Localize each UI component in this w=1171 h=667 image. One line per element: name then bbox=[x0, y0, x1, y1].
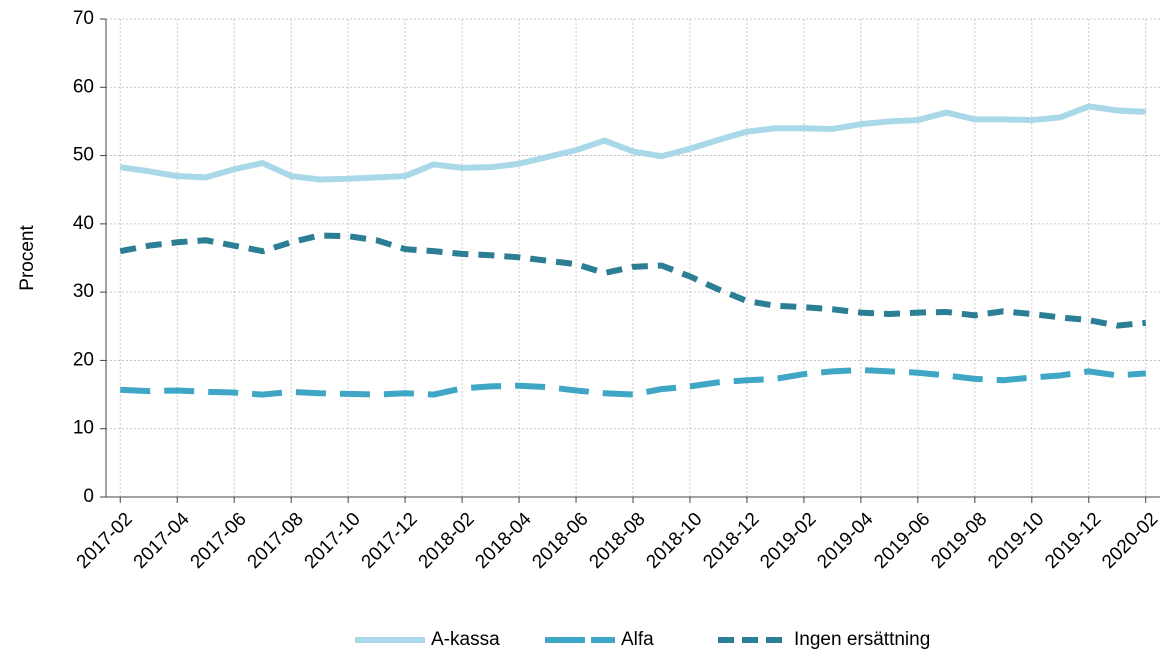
x-tick-label: 2017-12 bbox=[358, 509, 422, 573]
x-tick-label: 2018-06 bbox=[528, 509, 592, 573]
x-tick-label: 2019-06 bbox=[870, 509, 934, 573]
y-tick-label: 50 bbox=[73, 145, 94, 166]
y-tick-label: 30 bbox=[73, 281, 94, 302]
y-tick-label: 70 bbox=[73, 8, 94, 29]
x-tick-label: 2018-10 bbox=[642, 509, 706, 573]
y-tick-label: 20 bbox=[73, 349, 94, 370]
x-tick-label: 2018-08 bbox=[585, 509, 649, 573]
y-tick-label: 40 bbox=[73, 213, 94, 234]
series-line bbox=[119, 232, 1147, 329]
x-tick-label: 2019-12 bbox=[1041, 509, 1105, 573]
x-tick-label: 2019-04 bbox=[813, 508, 877, 572]
x-tick-label: 2018-02 bbox=[415, 509, 479, 573]
series-line bbox=[120, 366, 1146, 398]
x-tick-label: 2019-08 bbox=[927, 509, 991, 573]
x-tick-label: 2018-12 bbox=[699, 509, 763, 573]
x-tick-label: 2017-04 bbox=[130, 508, 194, 572]
x-tick-label: 2017-08 bbox=[244, 509, 308, 573]
y-tick-label: 60 bbox=[73, 76, 94, 97]
legend-label: Alfa bbox=[621, 629, 654, 650]
x-tick-label: 2020-02 bbox=[1098, 509, 1162, 573]
x-tick-label: 2019-02 bbox=[756, 509, 820, 573]
y-tick-label: 0 bbox=[83, 486, 94, 507]
x-tick-label: 2019-10 bbox=[984, 509, 1048, 573]
y-tick-label: 10 bbox=[73, 418, 94, 439]
x-tick-label: 2018-04 bbox=[471, 508, 535, 572]
legend-label: Ingen ersättning bbox=[794, 629, 930, 650]
x-tick-label: 2017-06 bbox=[187, 509, 251, 573]
x-tick-label: 2017-10 bbox=[301, 509, 365, 573]
legend-label: A-kassa bbox=[431, 629, 500, 650]
y-axis-label: Procent bbox=[17, 225, 38, 291]
series-line bbox=[119, 103, 1146, 183]
x-tick-label: 2017-02 bbox=[73, 509, 137, 573]
